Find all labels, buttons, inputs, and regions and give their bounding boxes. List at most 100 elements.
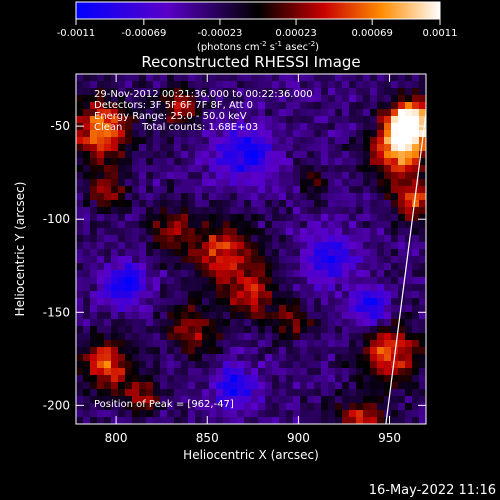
heatmap-cell xyxy=(111,270,119,278)
heatmap-cell xyxy=(265,249,273,257)
heatmap-cell xyxy=(216,144,224,152)
heatmap-cell xyxy=(202,291,210,299)
heatmap-cell xyxy=(167,354,175,362)
heatmap-cell xyxy=(328,81,336,89)
heatmap-cell xyxy=(258,347,266,355)
heatmap-cell xyxy=(286,102,294,110)
heatmap-cell xyxy=(160,368,168,376)
heatmap-cell xyxy=(419,389,426,397)
heatmap-cell xyxy=(167,361,175,369)
heatmap-cell xyxy=(104,165,112,173)
heatmap-cell xyxy=(188,284,196,292)
heatmap-cell xyxy=(118,123,126,131)
heatmap-cell xyxy=(328,242,336,250)
heatmap-cell xyxy=(384,200,392,208)
heatmap-cell xyxy=(363,116,371,124)
heatmap-cell xyxy=(181,284,189,292)
heatmap-cell xyxy=(132,389,140,397)
heatmap-cell xyxy=(419,263,426,271)
heatmap-cell xyxy=(300,368,308,376)
heatmap-cell xyxy=(363,396,371,404)
heatmap-cell xyxy=(356,347,364,355)
heatmap-cell xyxy=(90,130,98,138)
heatmap-cell xyxy=(363,95,371,103)
heatmap-cell xyxy=(293,165,301,173)
heatmap-cell xyxy=(272,116,280,124)
heatmap-cell xyxy=(167,347,175,355)
heatmap-cell xyxy=(272,291,280,299)
heatmap-cell xyxy=(251,410,259,418)
heatmap-cell xyxy=(195,186,203,194)
heatmap-cell xyxy=(216,347,224,355)
heatmap-cell xyxy=(188,200,196,208)
heatmap-cell xyxy=(111,361,119,369)
heatmap-cell xyxy=(251,396,259,404)
heatmap-cell xyxy=(174,165,182,173)
heatmap-cell xyxy=(153,130,161,138)
heatmap-cell xyxy=(314,193,322,201)
heatmap-cell xyxy=(265,144,273,152)
heatmap-cell xyxy=(307,263,315,271)
heatmap-cell xyxy=(377,88,385,96)
heatmap-cell xyxy=(300,228,308,236)
heatmap-cell xyxy=(76,305,84,313)
heatmap-cell xyxy=(251,200,259,208)
heatmap-cell xyxy=(83,221,91,229)
heatmap-cell xyxy=(398,116,406,124)
heatmap-cell xyxy=(384,291,392,299)
heatmap-cell xyxy=(230,382,238,390)
heatmap-cell xyxy=(314,74,322,82)
heatmap-cell xyxy=(251,340,259,348)
heatmap-cell xyxy=(279,235,287,243)
heatmap-cell xyxy=(370,235,378,243)
heatmap-cell xyxy=(139,200,147,208)
heatmap-cell xyxy=(321,340,329,348)
heatmap-cell xyxy=(111,242,119,250)
heatmap-cell xyxy=(398,158,406,166)
heatmap-cell xyxy=(384,340,392,348)
heatmap-cell xyxy=(272,298,280,306)
heatmap-cell xyxy=(181,88,189,96)
heatmap-cell xyxy=(195,74,203,82)
heatmap-cell xyxy=(153,249,161,257)
heatmap-cell xyxy=(363,249,371,257)
heatmap-cell xyxy=(419,123,426,131)
heatmap-cell xyxy=(97,410,105,418)
heatmap-cell xyxy=(167,305,175,313)
heatmap-cell xyxy=(76,270,84,278)
heatmap-cell xyxy=(356,291,364,299)
heatmap-cell xyxy=(293,382,301,390)
heatmap-cell xyxy=(83,340,91,348)
heatmap-cell xyxy=(370,116,378,124)
heatmap-cell xyxy=(349,396,357,404)
heatmap-cell xyxy=(139,326,147,334)
heatmap-cell xyxy=(307,235,315,243)
heatmap-cell xyxy=(349,333,357,341)
heatmap-cell xyxy=(377,158,385,166)
heatmap-cell xyxy=(251,214,259,222)
heatmap-cell xyxy=(118,417,126,424)
heatmap-cell xyxy=(244,74,252,82)
heatmap-cell xyxy=(328,326,336,334)
heatmap-cell xyxy=(118,130,126,138)
heatmap-cell xyxy=(195,312,203,320)
heatmap-cell xyxy=(223,305,231,313)
heatmap-cell xyxy=(272,123,280,131)
colorbar-unit: (photons cm-2 s-1 asec-2) xyxy=(197,40,319,53)
heatmap-cell xyxy=(111,130,119,138)
heatmap-cell xyxy=(237,382,245,390)
heatmap-cell xyxy=(356,375,364,383)
heatmap-cell xyxy=(391,333,399,341)
heatmap-cell xyxy=(139,284,147,292)
heatmap-cell xyxy=(272,340,280,348)
heatmap-cell xyxy=(160,249,168,257)
heatmap-cell xyxy=(188,375,196,383)
heatmap-cell xyxy=(398,410,406,418)
heatmap-cell xyxy=(363,123,371,131)
heatmap-cell xyxy=(167,256,175,264)
heatmap-cell xyxy=(279,305,287,313)
heatmap-cell xyxy=(356,158,364,166)
heatmap-cell xyxy=(202,228,210,236)
heatmap-cell xyxy=(237,95,245,103)
heatmap-cell xyxy=(398,242,406,250)
